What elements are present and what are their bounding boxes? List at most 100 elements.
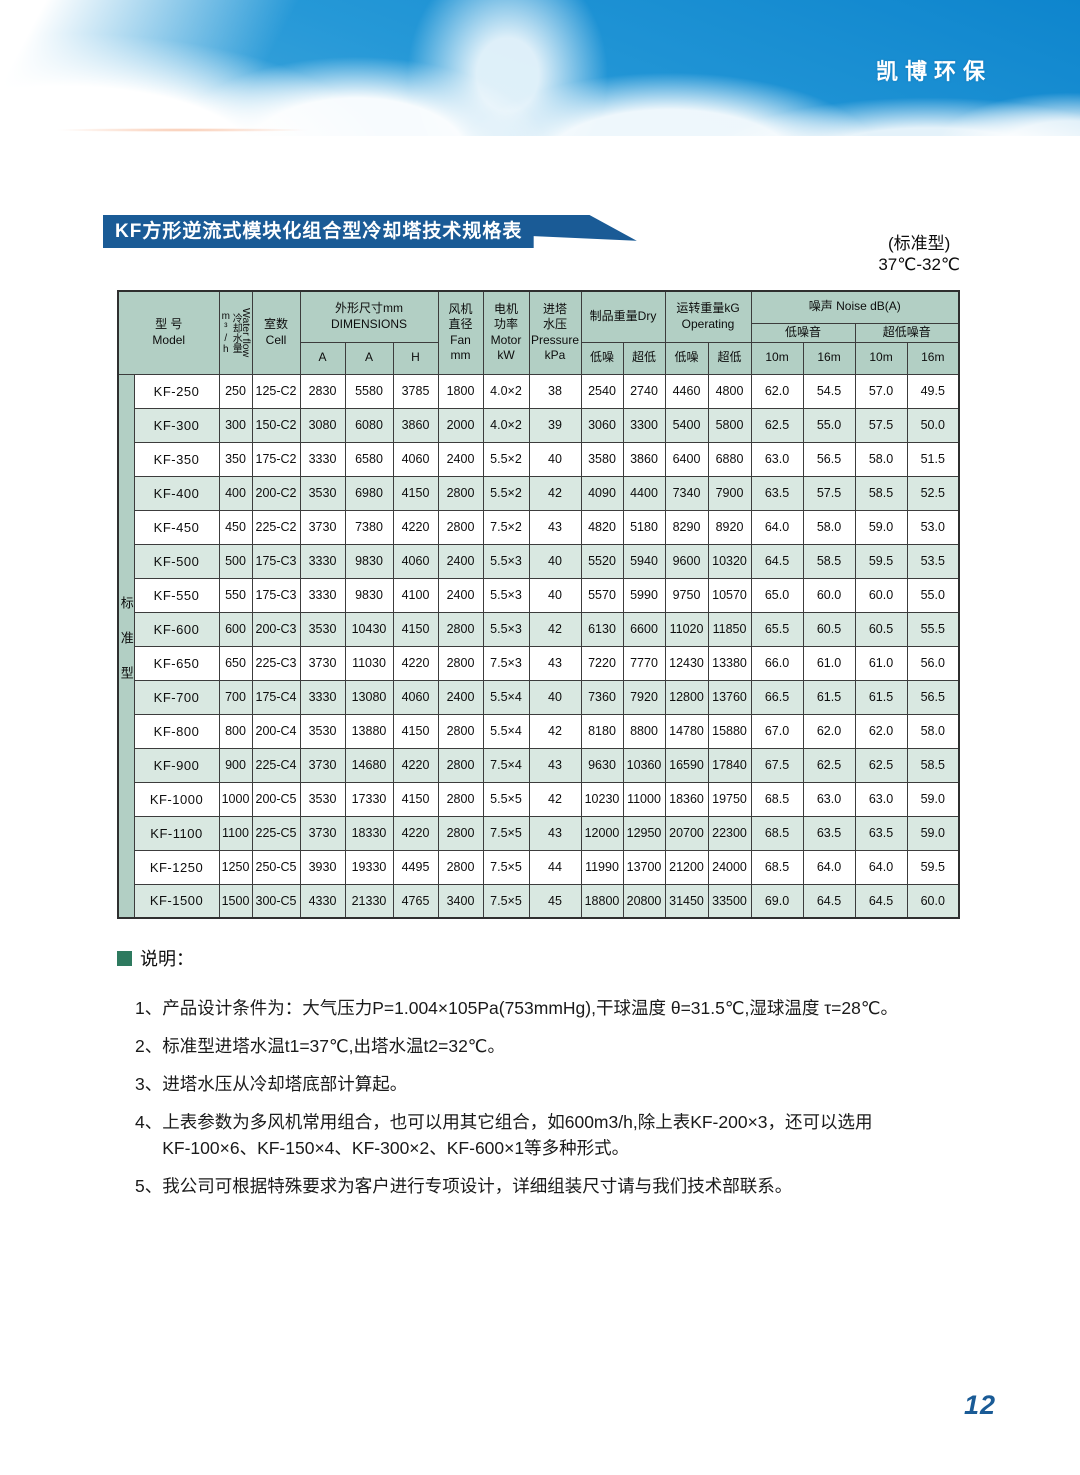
table-row: KF-450 450 225-C2 3730 7380 4220 2800 7.5×2 43 48…	[118, 509, 960, 545]
section-title-banner: KF方形逆流式模块化组合型冷却塔技术规格表	[103, 215, 637, 248]
value-cell: 21200	[664, 849, 709, 885]
value-cell: 650	[218, 645, 253, 681]
value-cell: 53.0	[906, 509, 960, 545]
value-cell: 2000	[437, 407, 484, 443]
value-cell: 200-C5	[251, 781, 301, 817]
sky-header-image: 凯博环保	[0, 0, 1080, 136]
value-cell: 5.5×3	[482, 611, 530, 647]
value-cell: 12000	[580, 815, 624, 851]
value-cell: 2400	[437, 679, 484, 715]
value-cell: 58.5	[802, 543, 856, 579]
col-header-low-10m: 10m	[750, 341, 804, 375]
value-cell: 11020	[664, 611, 709, 647]
value-cell: 3300	[622, 407, 666, 443]
value-cell: 63.5	[854, 815, 908, 851]
table-row: KF-650 650 225-C3 3730 11030 4220 2800 7.5×3 43 7…	[118, 645, 960, 681]
value-cell: 63.0	[854, 781, 908, 817]
value-cell: 7.5×3	[482, 645, 530, 681]
value-cell: 62.5	[750, 407, 804, 443]
value-cell: 3330	[299, 577, 346, 613]
value-cell: 150-C2	[251, 407, 301, 443]
value-cell: 10360	[622, 747, 666, 783]
value-cell: 6580	[344, 441, 394, 477]
value-cell: 53.5	[906, 543, 960, 579]
spec-table-head: 型 号 Model 冷却水量m³/h Water flow 室数 Cell	[117, 290, 960, 375]
value-cell: 250-C5	[251, 849, 301, 885]
value-cell: 8180	[580, 713, 624, 749]
value-cell: 62.5	[802, 747, 856, 783]
value-cell: 225-C3	[251, 645, 301, 681]
water-flow-label-en: Water flow	[239, 308, 252, 358]
value-cell: 8800	[622, 713, 666, 749]
value-cell: 4.0×2	[482, 407, 530, 443]
model-cell: KF-700	[133, 679, 220, 715]
value-cell: 5.5×3	[482, 577, 530, 613]
value-cell: 42	[528, 781, 582, 817]
value-cell: 3330	[299, 679, 346, 715]
value-cell: 9830	[344, 543, 394, 579]
value-cell: 2800	[437, 509, 484, 545]
value-cell: 7.5×5	[482, 815, 530, 851]
value-cell: 64.0	[802, 849, 856, 885]
value-cell: 4060	[392, 441, 439, 477]
table-row: KF-700 700 175-C4 3330 13080 4060 2400 5.5×4 40 7…	[118, 679, 960, 715]
model-cell: KF-450	[133, 509, 220, 545]
cell-label-cn: 室数	[263, 317, 288, 332]
col-header-cell: 室数 Cell	[251, 290, 301, 375]
value-cell: 44	[528, 849, 582, 885]
col-header-low-16m: 16m	[802, 341, 856, 375]
value-cell: 18800	[580, 883, 624, 919]
table-row: KF-600 600 200-C3 3530 10430 4150 2800 5.5×3 42 6…	[118, 611, 960, 647]
value-cell: 58.0	[802, 509, 856, 545]
table-row: KF-400 400 200-C2 3530 6980 4150 2800 5.5×2 42 40…	[118, 475, 960, 511]
value-cell: 18360	[664, 781, 709, 817]
col-header-dim-a1: A	[299, 341, 346, 375]
value-cell: 68.5	[750, 781, 804, 817]
value-cell: 21330	[344, 883, 394, 919]
value-cell: 4220	[392, 645, 439, 681]
col-header-dry-ultra: 超低	[622, 341, 666, 375]
dimensions-label-cn: 外形尺寸mm	[335, 301, 403, 316]
note-item: 5、 我公司可根据特殊要求为客户进行专项设计，详细组装尺寸请与我们技术部联系。	[135, 1173, 987, 1199]
table-row: KF-800 800 200-C4 3530 13880 4150 2800 5.5×4 42 8…	[118, 713, 960, 749]
value-cell: 9600	[664, 543, 709, 579]
value-cell: 5.5×2	[482, 475, 530, 511]
value-cell: 65.0	[750, 577, 804, 613]
col-header-dry-low: 低噪	[580, 341, 624, 375]
value-cell: 65.5	[750, 611, 804, 647]
value-cell: 45	[528, 883, 582, 919]
side-label-standard-type: 标准型	[117, 373, 135, 919]
col-header-dry-weight: 制品重量Dry	[580, 290, 666, 343]
value-cell: 5990	[622, 577, 666, 613]
value-cell: 225-C2	[251, 509, 301, 545]
value-cell: 3730	[299, 815, 346, 851]
note-number: 1、	[135, 998, 163, 1018]
note-number: 5、	[135, 1176, 163, 1196]
value-cell: 56.5	[906, 679, 960, 715]
value-cell: 3530	[299, 611, 346, 647]
cell-label-en: Cell	[265, 332, 287, 347]
value-cell: 5.5×5	[482, 781, 530, 817]
value-cell: 2800	[437, 645, 484, 681]
value-cell: 63.0	[750, 441, 804, 477]
value-cell: 7900	[707, 475, 752, 511]
value-cell: 55.5	[906, 611, 960, 647]
value-cell: 56.0	[906, 645, 960, 681]
value-cell: 10430	[344, 611, 394, 647]
value-cell: 43	[528, 509, 582, 545]
note-item: 4、 上表参数为多风机常用组合，也可以用其它组合，如600m3/h,除上表KF-2…	[135, 1109, 987, 1161]
value-cell: 60.0	[802, 577, 856, 613]
model-label-cn: 型 号	[155, 317, 183, 332]
value-cell: 12950	[622, 815, 666, 851]
value-cell: 4.0×2	[482, 373, 530, 409]
value-cell: 17330	[344, 781, 394, 817]
section-title-wrap: KF方形逆流式模块化组合型冷却塔技术规格表	[103, 215, 640, 248]
value-cell: 5.5×3	[482, 543, 530, 579]
value-cell: 5.5×4	[482, 679, 530, 715]
value-cell: 3530	[299, 475, 346, 511]
col-header-noise: 噪声 Noise dB(A)	[750, 290, 960, 324]
model-cell: KF-1500	[133, 883, 220, 919]
spec-table-body: 标准型 KF-250 250 125-C2 2830 5580 3785 1800 4.0×2 3…	[117, 373, 960, 919]
value-cell: 3860	[622, 441, 666, 477]
value-cell: 7380	[344, 509, 394, 545]
